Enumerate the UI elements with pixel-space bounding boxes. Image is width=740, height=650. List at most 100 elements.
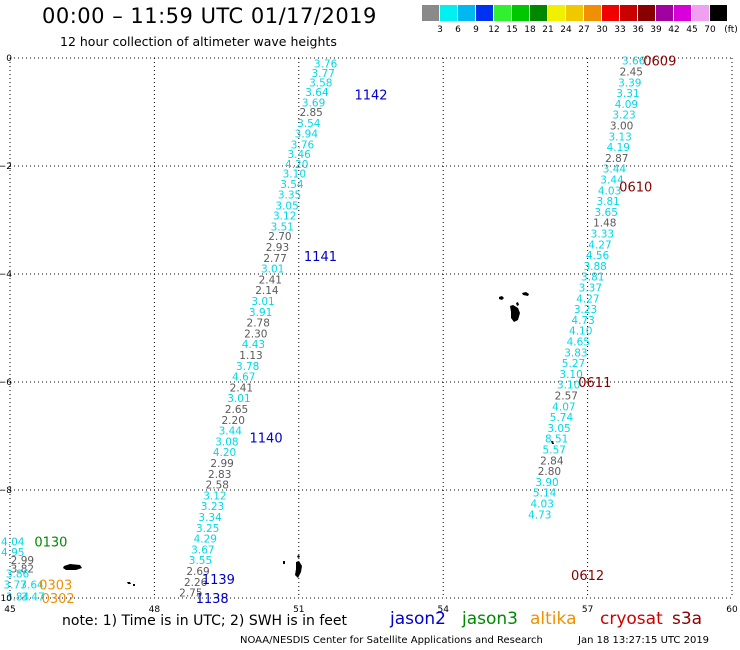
- pass-number-label: 0611: [578, 376, 611, 391]
- legend-swatch: [584, 5, 601, 21]
- wave-height-label: 1.13: [239, 350, 262, 362]
- legend-label: 39: [650, 25, 662, 35]
- legend-label: 24: [560, 25, 572, 35]
- legend-label: 45: [686, 25, 698, 35]
- wave-height-label: 2.30: [244, 328, 267, 340]
- y-tick-label: −4: [0, 270, 12, 280]
- island-icon: [551, 441, 554, 444]
- wave-height-label: 3.23: [574, 304, 597, 316]
- island-icon: [510, 305, 520, 322]
- wave-height-label: 3.00: [610, 121, 633, 133]
- legend-swatch: [692, 5, 709, 21]
- footer-note: note: 1) Time is in UTC; 2) SWH is in fe…: [62, 613, 348, 629]
- land-features: [63, 292, 554, 586]
- wave-height-label: 3.01: [251, 296, 274, 308]
- legend-unit: (ft): [724, 25, 738, 35]
- wave-height-label: 3.67: [191, 544, 214, 556]
- wave-height-label: 2.70: [268, 231, 291, 243]
- y-tick-label: −10: [0, 594, 12, 604]
- wave-height-label: 3.65: [595, 207, 618, 219]
- wave-height-label: 2.41: [259, 274, 282, 286]
- wave-height-label: 3.77: [312, 68, 335, 80]
- wave-height-observations: 3.763.773.583.643.692.853.543.943.763.46…: [1, 56, 646, 604]
- wave-height-label: 3.54: [280, 179, 304, 191]
- wave-height-label: 1.48: [593, 218, 616, 230]
- wave-height-label: 3.01: [227, 393, 250, 405]
- island-icon: [127, 582, 131, 584]
- legend-label: 9: [473, 25, 479, 35]
- y-tick-label: −8: [0, 486, 12, 496]
- wave-height-label: 5.14: [533, 488, 557, 500]
- wave-height-label: 4.73: [571, 315, 594, 327]
- island-icon: [283, 561, 285, 564]
- wave-height-label: 3.64: [20, 580, 44, 592]
- wave-height-label: 2.14: [255, 285, 279, 297]
- wave-height-label: 3.44: [600, 175, 624, 187]
- wave-height-label: 2.45: [620, 67, 643, 79]
- pass-number-label: 0130: [34, 535, 67, 550]
- wave-height-label: 3.44: [603, 164, 627, 176]
- wave-height-label: 2.75: [179, 588, 202, 600]
- wave-height-label: 3.58: [309, 77, 332, 89]
- legend-swatch: [674, 5, 691, 21]
- wave-height-label: 2.58: [206, 480, 229, 492]
- legend-label: 27: [578, 25, 590, 35]
- wave-height-label: 4.10: [569, 326, 592, 338]
- wave-height-label: 3.81: [596, 196, 619, 208]
- island-icon: [295, 561, 302, 578]
- wave-height-label: 2.93: [266, 242, 289, 254]
- pass-number-label: 0302: [42, 592, 75, 607]
- x-tick-label: 48: [149, 605, 161, 615]
- wave-height-label: 4.04: [1, 536, 25, 548]
- wave-height-label: 3.55: [189, 555, 212, 567]
- wave-height-label: 2.41: [230, 382, 253, 394]
- legend-swatch: [548, 5, 565, 21]
- wave-height-label: 3.84: [6, 591, 30, 603]
- wave-height-label: 4.73: [528, 509, 551, 521]
- wave-height-label: 4.65: [567, 337, 590, 349]
- wave-height-label: 3.78: [236, 361, 259, 373]
- wave-height-label: 3.66: [622, 56, 646, 68]
- wave-height-label: 5.74: [550, 412, 574, 424]
- legend-label: 36: [632, 25, 644, 35]
- wave-height-label: 3.64: [305, 87, 329, 99]
- wave-height-label: 4.20: [213, 447, 236, 459]
- wave-height-label: 3.12: [273, 211, 296, 223]
- wave-height-label: 3.51: [271, 221, 294, 233]
- wave-height-label: 3.81: [581, 272, 604, 284]
- footer-credit: NOAA/NESDIS Center for Satellite Applica…: [240, 635, 543, 646]
- pass-number-label: 1141: [304, 250, 337, 265]
- wave-height-label: 5.57: [543, 445, 566, 457]
- legend-swatch: [512, 5, 529, 21]
- wave-height-label: 3.13: [608, 131, 631, 143]
- legend-swatch: [620, 5, 637, 21]
- legend-swatch: [602, 5, 619, 21]
- legend-label: 33: [614, 25, 626, 35]
- wave-height-label: 3.69: [302, 97, 325, 109]
- legend-swatch: [476, 5, 493, 21]
- wave-height-label: 3.94: [295, 129, 319, 141]
- wave-height-label: 2.26: [184, 577, 208, 589]
- legend-label: 6: [455, 25, 461, 35]
- wave-height-label: 4.67: [232, 372, 255, 384]
- x-tick-label: 57: [582, 605, 593, 615]
- wave-height-label: 3.76: [314, 58, 338, 70]
- island-icon: [133, 584, 135, 586]
- map-title: 00:00 – 11:59 UTC 01/17/2019: [42, 4, 377, 28]
- wave-height-label: 8.51: [545, 434, 568, 446]
- x-tick-label: 51: [293, 605, 304, 615]
- wave-height-label: 3.44: [219, 426, 243, 438]
- wave-height-label: 2.77: [263, 253, 286, 265]
- legend-label: 18: [524, 25, 536, 35]
- wave-height-label: 2.99: [210, 458, 233, 470]
- wave-height-label: 4.07: [552, 401, 575, 413]
- legend-swatch: [494, 5, 511, 21]
- pass-number-label: 1138: [196, 592, 229, 607]
- footer-timestamp: Jan 18 13:27:15 UTC 2019: [578, 635, 710, 646]
- legend-label: 12: [488, 25, 500, 35]
- wave-height-label: 4.27: [576, 293, 599, 305]
- pass-number-label: 0303: [39, 579, 72, 594]
- wave-height-label: 3.35: [278, 190, 301, 202]
- legend-swatch: [422, 5, 439, 21]
- wave-height-label: 2.80: [538, 466, 561, 478]
